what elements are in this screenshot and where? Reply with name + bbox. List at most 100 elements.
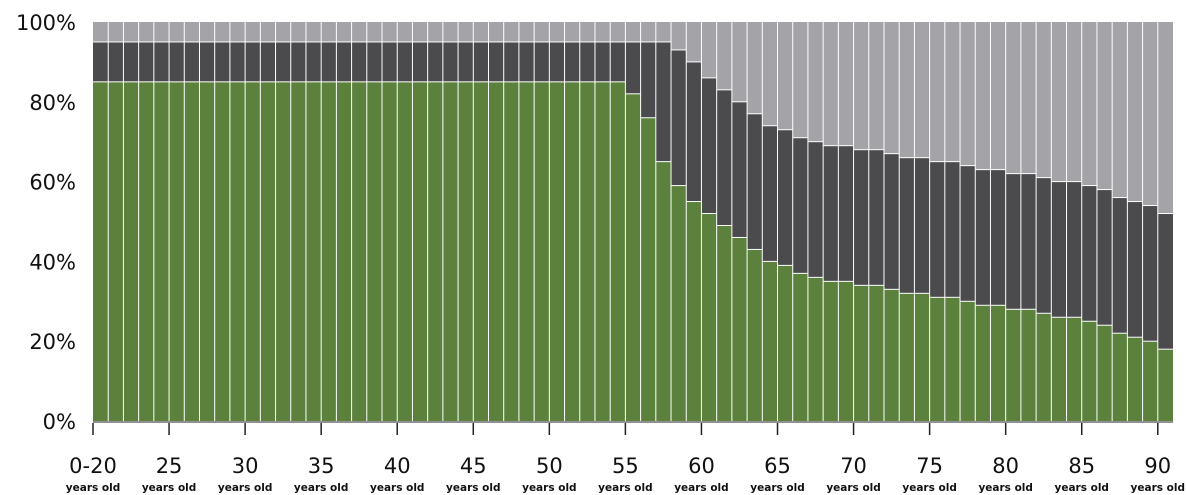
bar-segment-bottom: [382, 81, 398, 421]
bar-segment-middle: [397, 41, 413, 82]
bar-segment-top: [944, 22, 961, 162]
bar-segment-middle: [229, 41, 246, 82]
bar-segment-bottom: [108, 81, 124, 421]
bar-segment-bottom: [397, 81, 413, 421]
bar-segment-top: [503, 22, 519, 42]
bar-segment-middle: [929, 161, 945, 298]
x-tick-sublabel: years old: [598, 482, 652, 494]
bar-segment-middle: [1005, 173, 1021, 310]
bar-segment-middle: [382, 41, 398, 82]
bar-segment-bottom: [823, 281, 839, 421]
bar-segment-top: [1051, 22, 1067, 182]
bar-segment-bottom: [260, 81, 276, 421]
bar-segment-top: [610, 22, 626, 42]
bar-segment-bottom: [1051, 317, 1067, 421]
bar-segment-top: [442, 22, 459, 42]
bar-segment-middle: [184, 41, 200, 82]
bar-segment-bottom: [564, 81, 580, 421]
bar-segment-bottom: [214, 81, 230, 421]
bar-segment-bottom: [899, 293, 915, 421]
bar-segment-bottom: [245, 81, 261, 421]
bar-segment-top: [777, 22, 793, 130]
bar-segment-middle: [747, 113, 763, 250]
bar-segment-top: [214, 22, 230, 42]
bar-segment-middle: [671, 49, 687, 186]
x-tick-sublabel: years old: [66, 482, 120, 494]
bar-segment-bottom: [610, 81, 626, 421]
bar-segment-middle: [412, 41, 428, 82]
bar-segment-top: [868, 22, 884, 150]
bar-segment-bottom: [412, 81, 428, 421]
bar-segment-bottom: [153, 81, 170, 421]
bar-segment-top: [1020, 22, 1037, 174]
bar-segment-middle: [1127, 201, 1143, 338]
bar-segment-middle: [153, 41, 170, 82]
bar-segment-bottom: [1112, 333, 1128, 421]
x-tick-label: 80: [992, 454, 1019, 478]
bar-segment-bottom: [503, 81, 519, 421]
bar-segment-bottom: [990, 305, 1006, 421]
bar-segment-middle: [1142, 205, 1158, 342]
bar-segment-middle: [868, 149, 884, 286]
bar-segment-bottom: [1127, 337, 1143, 421]
bar-segment-bottom: [1142, 341, 1158, 421]
bar-segment-middle: [944, 161, 961, 298]
bar-segment-top: [549, 22, 565, 42]
bar-segment-bottom: [93, 81, 109, 421]
bar-segment-middle: [640, 41, 656, 118]
bar-segment-middle: [427, 41, 443, 82]
y-tick-label: 20%: [29, 330, 76, 354]
bar-segment-bottom: [594, 81, 611, 421]
bar-segment-middle: [823, 145, 839, 282]
bar-segment-bottom: [883, 289, 900, 421]
bar-segment-bottom: [534, 81, 550, 421]
x-tick-sublabel: years old: [522, 482, 576, 494]
y-tick-label: 0%: [43, 410, 76, 434]
bar-segment-top: [792, 22, 808, 138]
bar-segment-top: [184, 22, 200, 42]
x-tick-label: 70: [840, 454, 867, 478]
bar-segment-top: [275, 22, 291, 42]
x-tick-label: 0-20: [69, 454, 117, 478]
bar-segment-top: [138, 22, 154, 42]
bar-segment-middle: [1157, 213, 1173, 350]
y-tick-label: 60%: [29, 171, 76, 195]
bar-segment-bottom: [929, 297, 945, 421]
bar-segment-bottom: [321, 81, 337, 421]
bar-segment-bottom: [914, 293, 930, 421]
bar-segment-bottom: [336, 81, 352, 421]
bar-segment-top: [1081, 22, 1097, 186]
bar-segment-middle: [625, 41, 641, 94]
bar-segment-bottom: [777, 265, 793, 421]
bar-segment-bottom: [488, 81, 504, 421]
bar-segment-top: [1127, 22, 1143, 202]
bar-segment-middle: [594, 41, 611, 82]
bar-segment-bottom: [655, 161, 672, 421]
bar-segment-top: [747, 22, 763, 114]
bar-segment-middle: [366, 41, 383, 82]
bar-segment-bottom: [747, 249, 763, 421]
bar-segment-top: [853, 22, 869, 150]
bar-segment-bottom: [579, 81, 595, 421]
bar-segment-bottom: [1036, 313, 1052, 421]
bar-segment-middle: [93, 41, 109, 82]
bar-segment-top: [1157, 22, 1173, 214]
bar-segment-middle: [731, 101, 748, 238]
bar-segment-top: [716, 22, 732, 90]
bar-segment-bottom: [868, 285, 884, 421]
bar-segment-bottom: [1096, 325, 1113, 421]
bar-segment-top: [960, 22, 976, 166]
bar-segment-bottom: [473, 81, 489, 421]
bar-segment-top: [625, 22, 641, 42]
bar-segment-middle: [914, 157, 930, 294]
bar-segment-top: [93, 22, 109, 42]
bar-segment-middle: [108, 41, 124, 82]
bar-segment-middle: [838, 145, 854, 282]
bar-segment-top: [290, 22, 306, 42]
bar-segment-middle: [245, 41, 261, 82]
x-tick-sublabel: years old: [142, 482, 196, 494]
bar-segment-middle: [305, 41, 322, 82]
bar-segment-bottom: [701, 213, 717, 421]
bar-segment-top: [169, 22, 185, 42]
x-tick-label: 85: [1068, 454, 1095, 478]
